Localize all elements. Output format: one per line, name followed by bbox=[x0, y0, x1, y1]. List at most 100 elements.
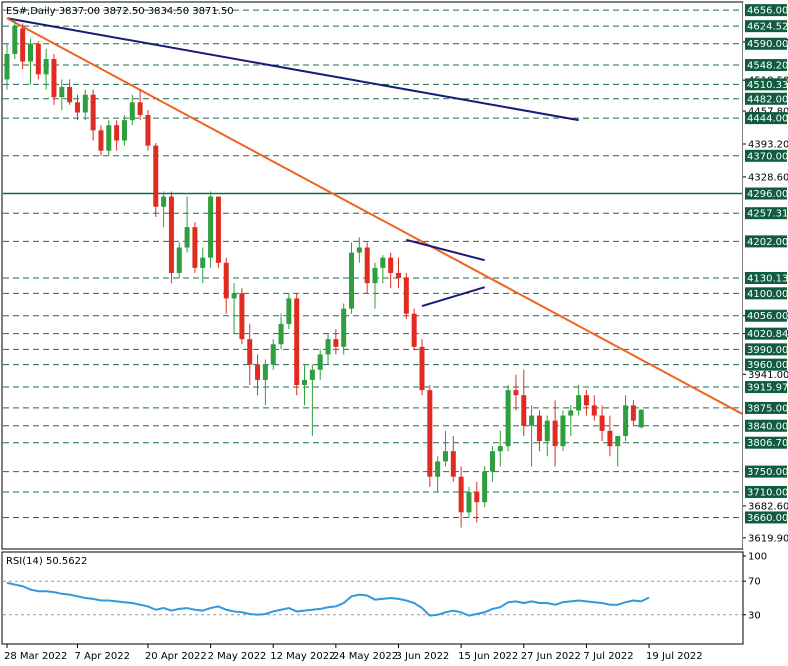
rsi-pane: 100 70 30 RSI(14) 50.5622 bbox=[1, 551, 767, 645]
date-tick-label: 27 Jun 2022 bbox=[521, 651, 581, 662]
candle bbox=[168, 191, 174, 284]
candle bbox=[231, 283, 237, 335]
candle bbox=[309, 364, 315, 436]
candle-body bbox=[90, 94, 96, 131]
level-label-box bbox=[745, 187, 787, 200]
candle bbox=[356, 237, 362, 263]
candle-body bbox=[43, 59, 49, 75]
candle-body bbox=[114, 125, 120, 141]
candle-body bbox=[591, 405, 597, 416]
candle bbox=[489, 446, 495, 482]
level-lines bbox=[3, 9, 742, 518]
rsi-axis: 100 70 30 bbox=[743, 552, 767, 621]
price-tick-label: 3619.90 bbox=[748, 533, 788, 544]
candle-body bbox=[82, 94, 88, 113]
candle-body bbox=[364, 247, 370, 284]
candle bbox=[278, 313, 284, 350]
level-label: 3710.00 bbox=[745, 485, 788, 498]
candle bbox=[560, 410, 566, 452]
level-label-text: 3960.00 bbox=[747, 360, 788, 371]
candle-body bbox=[544, 420, 550, 442]
candle bbox=[458, 466, 464, 528]
candle-body bbox=[568, 410, 574, 416]
level-label-box bbox=[745, 485, 787, 498]
level-label: 4370.00 bbox=[745, 149, 788, 162]
candle-body bbox=[208, 196, 214, 258]
candle-body bbox=[442, 451, 448, 462]
rsi-title: RSI(14) 50.5622 bbox=[6, 556, 87, 567]
candle-body bbox=[239, 293, 245, 340]
candle-body bbox=[4, 53, 10, 80]
candle-body bbox=[576, 395, 582, 411]
candle bbox=[302, 364, 308, 406]
date-tick-label: 15 Jun 2022 bbox=[458, 651, 518, 662]
candle bbox=[427, 385, 433, 487]
candle-body bbox=[474, 491, 480, 503]
candle bbox=[333, 328, 339, 355]
level-label: 3840.00 bbox=[745, 419, 788, 432]
level-label: 4548.20 bbox=[745, 59, 788, 72]
candle-body bbox=[27, 43, 33, 62]
level-label-box bbox=[745, 112, 787, 125]
level-label-box bbox=[745, 358, 787, 371]
price-tick-label: 4328.60 bbox=[748, 172, 788, 183]
rsi-tick-label: 30 bbox=[748, 610, 761, 621]
candle-body bbox=[341, 308, 347, 347]
candle bbox=[638, 409, 644, 429]
candle bbox=[223, 257, 229, 314]
price-tick-label: 4393.20 bbox=[748, 139, 788, 150]
candle bbox=[317, 349, 323, 380]
level-label-text: 4056.00 bbox=[747, 311, 788, 322]
candle bbox=[114, 120, 120, 151]
level-label-box bbox=[745, 401, 787, 414]
candle-body bbox=[286, 298, 292, 324]
level-label: 3990.00 bbox=[745, 343, 788, 356]
candle-body bbox=[106, 125, 112, 151]
chart-title: ES#,Daily 3837.00 3872.50 3834.50 3871.5… bbox=[6, 6, 234, 17]
candle bbox=[552, 400, 558, 467]
level-label-box bbox=[745, 511, 787, 524]
level-label-box bbox=[745, 59, 787, 72]
candle bbox=[176, 242, 182, 279]
candle bbox=[380, 255, 386, 284]
candle-body bbox=[356, 247, 362, 253]
level-label: 4624.52 bbox=[745, 20, 788, 33]
level-label-box bbox=[745, 92, 787, 105]
candle bbox=[262, 359, 268, 406]
candle-body bbox=[255, 364, 261, 380]
date-tick-label: 2 May 2022 bbox=[208, 651, 267, 662]
candle bbox=[200, 247, 206, 284]
candle bbox=[184, 196, 190, 253]
candle-body bbox=[599, 415, 605, 431]
candle-body bbox=[638, 409, 644, 428]
candle bbox=[513, 374, 519, 411]
candle bbox=[529, 405, 535, 467]
date-tick-label: 19 Jul 2022 bbox=[646, 651, 703, 662]
candle bbox=[544, 415, 550, 457]
candle bbox=[474, 481, 480, 523]
level-label-text: 4020.84 bbox=[747, 329, 788, 340]
candle bbox=[98, 125, 104, 156]
rsi-tick-label: 70 bbox=[748, 577, 761, 588]
level-label-text: 4656.00 bbox=[747, 6, 788, 17]
level-label-text: 4590.00 bbox=[747, 39, 788, 50]
date-tick-label: 24 May 2022 bbox=[333, 651, 398, 662]
candle-body bbox=[215, 196, 221, 263]
level-label-text: 4482.00 bbox=[747, 94, 788, 105]
candle-body bbox=[231, 293, 237, 299]
candle bbox=[145, 109, 151, 151]
candle bbox=[129, 94, 135, 126]
candle-body bbox=[302, 379, 308, 386]
date-axis: 28 Mar 2022 7 Apr 2022 20 Apr 2022 2 May 20… bbox=[4, 644, 703, 662]
level-label-text: 4257.31 bbox=[747, 209, 788, 220]
trendline bbox=[406, 238, 485, 262]
candle bbox=[59, 79, 65, 110]
candle bbox=[607, 415, 613, 457]
date-tick-label: 7 Jul 2022 bbox=[583, 651, 633, 662]
level-label-text: 4624.52 bbox=[747, 22, 788, 33]
candle bbox=[615, 435, 621, 467]
level-label: 4656.00 bbox=[745, 4, 788, 17]
candle-body bbox=[529, 415, 535, 426]
level-label-box bbox=[745, 287, 787, 300]
